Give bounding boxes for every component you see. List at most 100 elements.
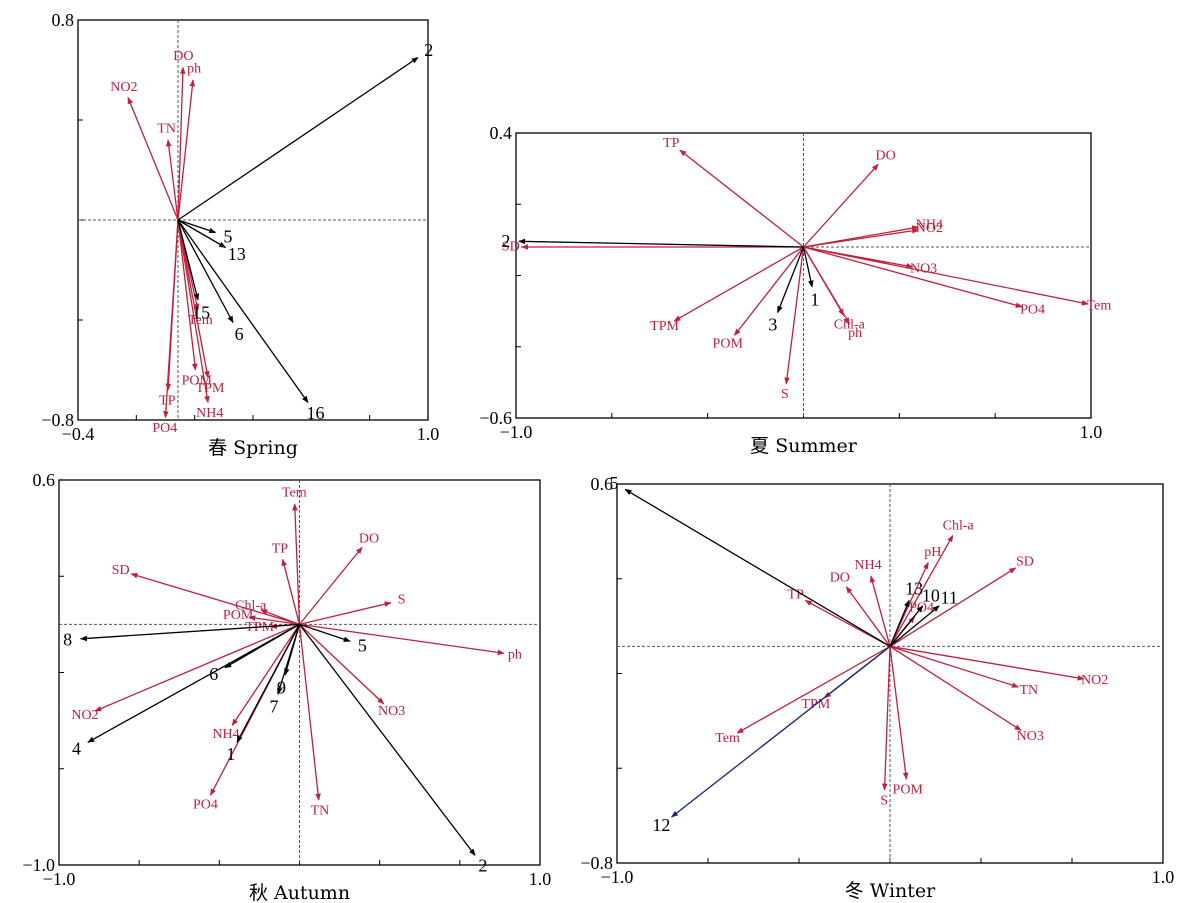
spring-env-label-do: DO bbox=[173, 49, 193, 64]
spring-species-label-15: 15 bbox=[192, 303, 210, 323]
autumn-species-arrow-8 bbox=[79, 623, 300, 642]
spring-env-arrow-tn bbox=[166, 139, 179, 221]
winter-env-arrow-pom bbox=[889, 646, 909, 780]
winter-ylim-top-label: 0.6 bbox=[591, 474, 614, 494]
summer-species-arrow-1 bbox=[802, 246, 814, 288]
spring-env-label-nh4: NH4 bbox=[196, 406, 223, 421]
winter-species-label-13: 13 bbox=[905, 578, 923, 598]
summer-ylim-top-label: 0.4 bbox=[490, 123, 513, 143]
winter-env-label-no2: NO2 bbox=[1081, 673, 1108, 688]
autumn-env-label-tp: TP bbox=[272, 541, 289, 556]
winter-species-arrow-5 bbox=[624, 488, 891, 647]
summer-env-arrow-tpm bbox=[673, 246, 804, 322]
autumn-xlim-right-label: 1.0 bbox=[529, 869, 552, 889]
autumn-env-label-tem: Tem bbox=[282, 486, 307, 501]
winter-species-arrow-12 bbox=[671, 645, 891, 818]
summer-env-arrow-pom bbox=[733, 246, 805, 336]
winter-env-label-tn: TN bbox=[1019, 683, 1038, 698]
winter-env-label-tem: Tem bbox=[715, 731, 740, 746]
winter-env-arrow-do bbox=[845, 586, 891, 647]
winter-species-arrow-10 bbox=[889, 605, 924, 647]
summer-env-arrow-ph bbox=[802, 246, 851, 325]
winter-species-arrow-11 bbox=[889, 605, 940, 647]
summer-env-label-ph: ph bbox=[848, 326, 862, 341]
winter-env-arrow-tem bbox=[736, 645, 891, 734]
autumn-species-label-5: 5 bbox=[358, 635, 367, 655]
winter-env-label-do: DO bbox=[830, 571, 850, 586]
winter-ylim-bottom-label: −0.8 bbox=[580, 853, 613, 873]
spring-species-label-5: 5 bbox=[223, 227, 232, 247]
spring-ylim-top-label: 0.8 bbox=[52, 10, 75, 30]
winter-env-arrow-no2 bbox=[889, 645, 1085, 681]
summer-env-arrow-tp bbox=[679, 149, 804, 248]
winter-xlim-right-label: 1.0 bbox=[1152, 867, 1175, 887]
summer-species-label-3: 3 bbox=[768, 315, 777, 335]
autumn-panel: 0.6 −1.0−1.0 1.0 秋 Autumn Tem TP DO SD S Chl-aPOM… bbox=[22, 470, 551, 903]
spring-ylim-bottom-label: −0.8 bbox=[41, 410, 74, 430]
winter-caption: 冬 Winter bbox=[845, 880, 936, 902]
spring-env-arrow-no2 bbox=[127, 96, 179, 221]
winter-env-arrow-chl-a bbox=[889, 534, 954, 647]
winter-species-arrow-13 bbox=[889, 599, 910, 647]
summer-env-label-pom: POM bbox=[713, 337, 744, 352]
winter-env-label-nh4: NH4 bbox=[854, 558, 881, 573]
spring-species-arrow-6 bbox=[177, 219, 234, 324]
winter-env-label-s: S bbox=[880, 793, 888, 808]
autumn-env-label-chl-a: Chl-a bbox=[235, 599, 267, 614]
winter-species-label-5: 5 bbox=[610, 473, 619, 493]
spring-env-label-no2: NO2 bbox=[110, 80, 137, 95]
summer-env-arrow-tem bbox=[803, 246, 1089, 306]
spring-env-arrow-po4 bbox=[163, 219, 179, 419]
spring-env-arrow-ph bbox=[177, 79, 196, 221]
autumn-env-label-po4: PO4 bbox=[193, 797, 218, 812]
summer-env-label-tpm: TPM bbox=[650, 319, 679, 334]
summer-panel: 0.4−0.6−1.0 1.0夏 SummerTPDONH4NO2SDNO3Chl… bbox=[479, 123, 1111, 457]
autumn-ylim-bottom-label: −1.0 bbox=[22, 855, 55, 875]
autumn-species-label-6: 6 bbox=[209, 664, 218, 684]
spring-xlim-right-label: 1.0 bbox=[417, 424, 440, 444]
autumn-env-arrow-chl-a bbox=[260, 609, 300, 625]
spring-env-label-ph: ph bbox=[187, 62, 201, 77]
summer-species-arrow-2 bbox=[518, 238, 804, 248]
spring-species-arrow-15 bbox=[177, 219, 200, 301]
summer-env-arrow-no2 bbox=[803, 228, 920, 248]
autumn-env-arrow-no2 bbox=[94, 623, 300, 712]
spring-env-arrow-nh4 bbox=[177, 219, 210, 404]
spring-xlim-left-label: −0.4 bbox=[62, 424, 95, 444]
summer-env-arrow-do bbox=[803, 163, 879, 248]
spring-species-label-16: 16 bbox=[307, 403, 325, 423]
autumn-ylim-top-label: 0.6 bbox=[33, 470, 56, 490]
spring-species-label-6: 6 bbox=[235, 324, 244, 344]
summer-env-label-nh4: NH4 bbox=[916, 218, 943, 233]
autumn-env-label-ph: ph bbox=[508, 647, 522, 662]
autumn-species-arrow-4 bbox=[87, 623, 300, 743]
spring-species-arrow-16 bbox=[177, 219, 309, 404]
winter-env-arrow-tn bbox=[889, 645, 1019, 688]
spring-species-label-2: 2 bbox=[424, 40, 433, 60]
spring-caption: 春 Spring bbox=[208, 437, 298, 459]
summer-xlim-left-label: −1.0 bbox=[500, 422, 533, 442]
spring-species-label-13: 13 bbox=[228, 244, 246, 264]
spring-species-arrow-2 bbox=[177, 56, 419, 221]
spring-env-label-tp: TP bbox=[159, 393, 176, 408]
winter-env-arrow-no3 bbox=[889, 645, 1022, 731]
summer-env-label-do: DO bbox=[876, 149, 896, 164]
autumn-species-arrow-1 bbox=[236, 624, 301, 743]
autumn-species-label-2: 2 bbox=[478, 856, 487, 876]
autumn-species-arrow-2 bbox=[298, 623, 476, 856]
winter-species-label-11: 11 bbox=[940, 588, 957, 608]
spring-env-label-po4: PO4 bbox=[152, 421, 177, 436]
summer-env-label-no2: NO2 bbox=[916, 221, 943, 236]
summer-species-label-2: 2 bbox=[501, 231, 510, 251]
winter-panel: 0.6 −0.8−1.0 1.0 冬 Winter Chl-apH SD NH4 DO TP PO… bbox=[580, 473, 1174, 902]
autumn-env-label-do: DO bbox=[359, 531, 379, 546]
autumn-xlim-left-label: −1.0 bbox=[43, 869, 76, 889]
winter-env-label-no3: NO3 bbox=[1017, 729, 1044, 744]
spring-env-arrow-tpm bbox=[177, 219, 210, 379]
autumn-env-label-no3: NO3 bbox=[378, 704, 405, 719]
autumn-species-label-1: 1 bbox=[226, 744, 235, 764]
autumn-caption: 秋 Autumn bbox=[249, 882, 350, 903]
autumn-species-label-8: 8 bbox=[63, 630, 72, 650]
winter-env-label-ph: pH bbox=[924, 545, 941, 560]
